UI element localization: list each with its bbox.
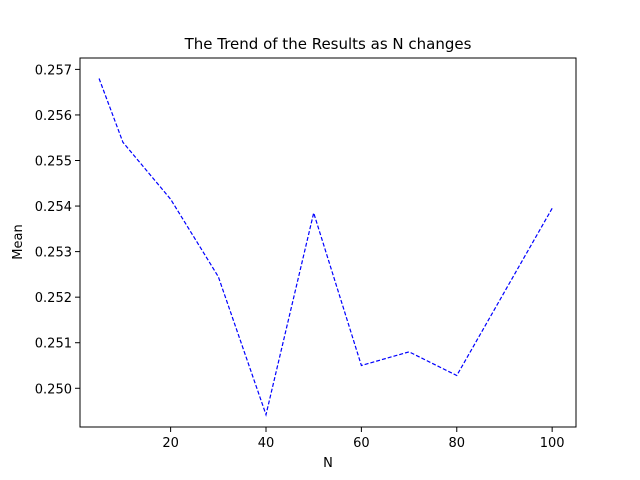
y-tick-label: 0.253	[35, 246, 72, 261]
y-tick-label: 0.257	[35, 63, 72, 78]
y-tick-label: 0.254	[35, 200, 72, 215]
y-tick-label: 0.250	[35, 382, 72, 397]
y-tick-label: 0.252	[35, 291, 72, 306]
chart-title: The Trend of the Results as N changes	[184, 35, 472, 53]
series-line	[98, 78, 553, 417]
y-tick-label: 0.255	[35, 155, 72, 170]
y-tick-label: 0.256	[35, 109, 72, 124]
x-tick-label: 80	[448, 436, 465, 451]
x-tick-label: 20	[162, 436, 179, 451]
y-axis-ticks: 0.250 0.251 0.252 0.253 0.254 0.255 0.256 0.257	[35, 63, 80, 397]
x-tick-label: 60	[353, 436, 370, 451]
y-axis-label: Mean	[11, 224, 26, 259]
plot-frame	[79, 57, 577, 428]
x-axis-label: N	[323, 456, 333, 471]
x-tick-label: 40	[258, 436, 275, 451]
series-layer	[98, 78, 553, 417]
x-axis-ticks: 20 40 60 80 100	[162, 427, 565, 451]
x-tick-label: 100	[540, 436, 565, 451]
y-tick-label: 0.251	[35, 337, 72, 352]
